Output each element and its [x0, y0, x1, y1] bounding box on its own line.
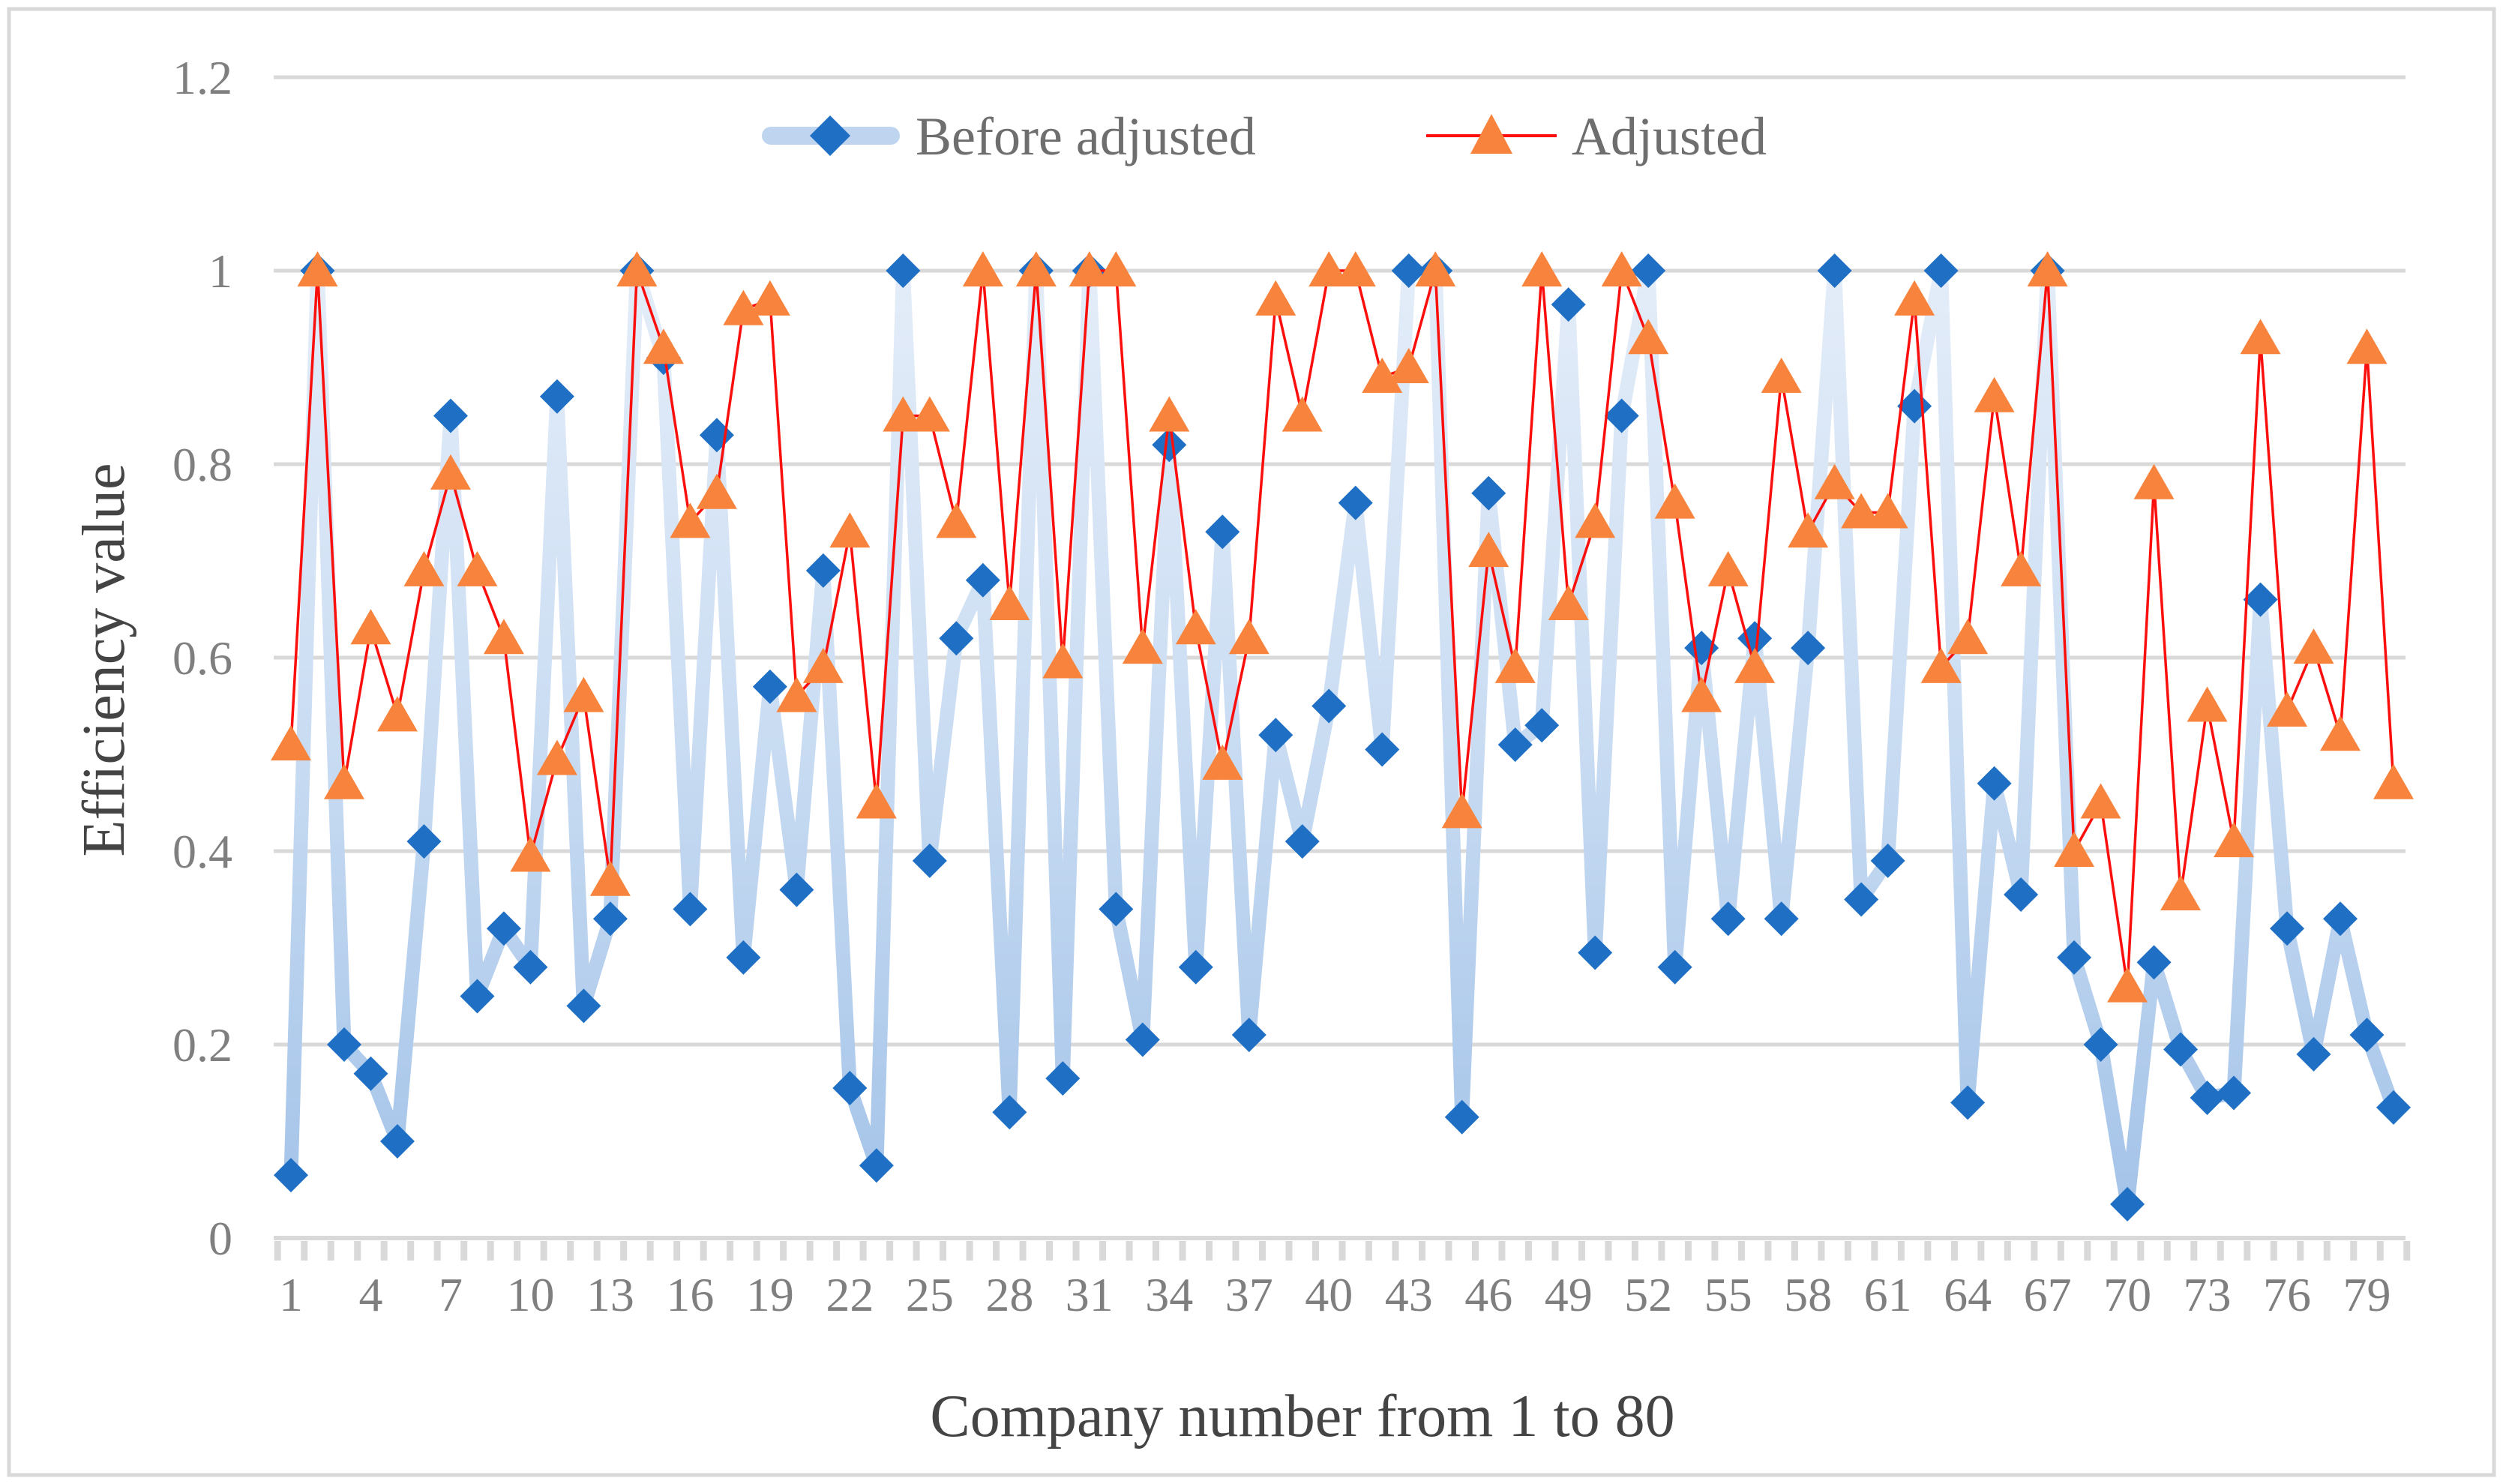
figure-border: [7, 7, 2496, 1477]
x-tick-label: 34: [1145, 1268, 1193, 1321]
y-axis-title: Efficiency value: [71, 463, 137, 857]
x-tick-label: 52: [1624, 1268, 1672, 1321]
y-tick-label: 1: [208, 244, 232, 298]
x-tick-label: 64: [1944, 1268, 1992, 1321]
adjusted-triangle-markers: [271, 251, 2414, 1003]
legend-label-adjusted: Adjusted: [1572, 106, 1767, 166]
x-tick-label: 76: [2263, 1268, 2311, 1321]
before-adjusted-diamond-markers: [274, 253, 2411, 1222]
x-tick-label: 37: [1225, 1268, 1273, 1321]
y-tick-label: 0.8: [172, 438, 232, 491]
x-tick-label: 25: [906, 1268, 954, 1321]
series-adjusted: [271, 251, 2414, 1003]
x-tick-label: 7: [439, 1268, 463, 1321]
x-tick-label: 19: [746, 1268, 794, 1321]
data-series: [271, 251, 2414, 1222]
y-tick-label: 0.2: [172, 1018, 232, 1072]
x-axis-title: Company number from 1 to 80: [930, 1384, 1674, 1450]
y-tick-label: 1.2: [172, 51, 232, 104]
x-tick-label: 67: [2024, 1268, 2072, 1321]
x-tick-label: 28: [985, 1268, 1033, 1321]
series-before-adjusted: [274, 253, 2411, 1222]
x-tick-label: 10: [506, 1268, 554, 1321]
legend-item-adjusted: Adjusted: [1426, 106, 1767, 166]
x-tick-label: 79: [2343, 1268, 2391, 1321]
x-tick-label: 40: [1305, 1268, 1353, 1321]
y-axis-tick-labels: 1.2 1 0.8 0.6 0.4 0.2 0: [172, 51, 232, 1265]
x-tick-label: 43: [1385, 1268, 1433, 1321]
x-tick-label: 55: [1704, 1268, 1752, 1321]
legend-triangle-icon: [1470, 114, 1512, 154]
y-tick-label: 0: [208, 1212, 232, 1265]
x-axis-tick-marks: [274, 1241, 2411, 1261]
y-tick-label: 0.4: [172, 825, 232, 878]
x-tick-label: 31: [1066, 1268, 1114, 1321]
x-tick-label: 46: [1464, 1268, 1512, 1321]
x-tick-label: 16: [666, 1268, 714, 1321]
x-tick-label: 49: [1545, 1268, 1593, 1321]
x-tick-label: 4: [358, 1268, 382, 1321]
x-tick-label: 1: [279, 1268, 303, 1321]
x-tick-label: 70: [2103, 1268, 2151, 1321]
x-tick-label: 58: [1784, 1268, 1832, 1321]
x-tick-label: 61: [1864, 1268, 1912, 1321]
chart-legend: Before adjusted Adjusted: [762, 106, 1767, 166]
legend-item-before-adjusted: Before adjusted: [762, 106, 1256, 166]
x-tick-label: 13: [586, 1268, 634, 1321]
x-tick-label: 73: [2184, 1268, 2232, 1321]
legend-diamond-icon: [810, 115, 850, 156]
before-adjusted-line: [283, 263, 2401, 1212]
legend-label-before-adjusted: Before adjusted: [916, 106, 1256, 166]
y-tick-label: 0.6: [172, 631, 232, 685]
x-axis-tick-labels: 1 4 7 10 13 16 19 22 25 28 31 34 37 40 43 46 49 52 55 58 61 6…: [279, 1268, 2391, 1321]
x-tick-label: 22: [826, 1268, 874, 1321]
